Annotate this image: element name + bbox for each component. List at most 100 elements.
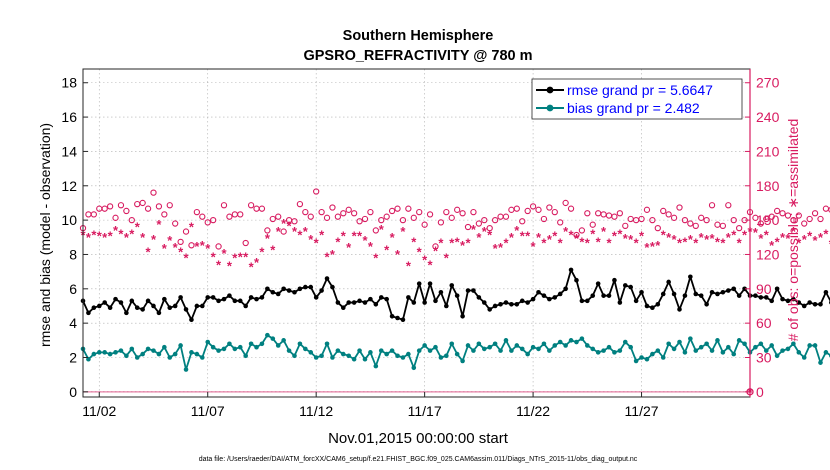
rmse-point: [465, 288, 471, 293]
assimilated-obs-marker: *: [807, 229, 813, 244]
bias-point: [481, 346, 487, 352]
rmse-point: [156, 310, 162, 316]
x-tick-label: 11/02: [82, 403, 116, 419]
rmse-point: [368, 296, 373, 302]
possible-obs-marker: [784, 212, 792, 219]
assimilated-obs-marker: *: [346, 240, 352, 255]
bias-point: [151, 348, 156, 353]
assimilated-obs-marker: *: [205, 241, 211, 256]
bias-point: [140, 351, 145, 357]
bias-point: [492, 341, 498, 347]
possible-obs-marker: [215, 243, 222, 250]
bias-point: [454, 351, 460, 357]
possible-obs-marker: [161, 211, 168, 218]
y-axis-label: rmse and bias (model - observation): [37, 123, 53, 347]
rmse-point: [340, 305, 346, 311]
possible-obs-marker: [405, 205, 412, 212]
rmse-point: [444, 303, 449, 309]
possible-obs-marker: [421, 221, 428, 228]
bias-point: [368, 350, 373, 355]
rmse-point: [796, 300, 802, 305]
assimilated-obs-marker: *: [428, 257, 434, 272]
rmse-point: [286, 288, 292, 293]
legend-rmse-marker: [546, 86, 554, 94]
bias-point: [758, 341, 764, 347]
assimilated-obs-marker: *: [406, 258, 412, 273]
assimilated-obs-marker: *: [102, 230, 108, 245]
rmse-point: [427, 281, 433, 286]
assimilated-obs-marker: *: [796, 236, 802, 251]
bias-point: [585, 343, 590, 348]
bias-point: [601, 348, 606, 353]
assimilated-obs-marker: *: [769, 238, 775, 253]
rmse-point: [536, 289, 541, 295]
assimilated-obs-marker: *: [433, 244, 439, 259]
bias-point: [704, 341, 709, 347]
y-tick-label: 4: [69, 315, 77, 331]
possible-obs-marker: [323, 214, 331, 221]
assimilated-obs-marker: *: [211, 249, 217, 264]
assimilated-obs-marker: *: [514, 223, 520, 238]
rmse-point: [454, 293, 460, 298]
possible-obs-marker: [687, 220, 694, 227]
assimilated-obs-marker: *: [86, 230, 92, 245]
possible-obs-marker: [275, 213, 282, 220]
y2-tick-label: 270: [756, 75, 780, 91]
bias-point: [666, 341, 671, 347]
assimilated-obs-marker: *: [482, 224, 488, 239]
assimilated-obs-marker: *: [281, 216, 287, 231]
rmse-point: [639, 289, 644, 295]
bias-point: [373, 363, 379, 369]
possible-obs-marker: [779, 210, 786, 217]
rmse-point: [162, 296, 167, 302]
assimilated-obs-marker: *: [173, 240, 179, 255]
assimilated-obs-marker: *: [330, 247, 336, 262]
possible-obs-marker: [763, 215, 770, 223]
bias-point: [791, 341, 796, 347]
rmse-point: [205, 295, 211, 300]
y2-tick-label: 60: [756, 315, 772, 331]
assimilated-obs-marker: *: [162, 241, 168, 256]
bias-point: [221, 346, 227, 352]
assimilated-obs-marker: *: [178, 245, 184, 260]
possible-obs-marker: [399, 216, 407, 224]
possible-obs-marker: [388, 207, 396, 215]
rmse-point: [422, 300, 427, 305]
rmse-point: [590, 293, 596, 298]
bias-point: [167, 355, 173, 360]
possible-obs-marker: [166, 202, 173, 209]
rmse-point: [416, 281, 422, 286]
rmse-bias-layer: [80, 267, 830, 372]
possible-obs-marker: [654, 224, 661, 232]
rmse-point: [763, 295, 769, 300]
assimilated-obs-marker: *: [400, 224, 406, 239]
bias-point: [736, 338, 742, 343]
bias-point: [622, 339, 628, 345]
rmse-point: [151, 303, 156, 309]
rmse-point: [519, 298, 525, 304]
rmse-point: [324, 276, 330, 281]
bias-point: [617, 348, 623, 353]
possible-obs-marker: [367, 208, 374, 216]
bias-point: [769, 343, 774, 348]
assimilated-obs-marker: *: [113, 223, 119, 238]
bias-point: [579, 336, 585, 341]
bias-point: [628, 344, 633, 350]
possible-obs-marker: [101, 205, 108, 212]
bias-point: [416, 348, 422, 353]
possible-obs-marker: [296, 200, 304, 208]
rmse-point: [281, 286, 286, 292]
assimilated-obs-marker: *: [623, 231, 629, 246]
assimilated-obs-marker: *: [97, 229, 103, 244]
y-tick-label: 8: [69, 246, 77, 262]
assimilated-obs-marker: *: [612, 229, 618, 244]
assimilated-obs-marker: *: [558, 236, 564, 251]
possible-obs-marker: [318, 208, 325, 216]
assimilated-obs-marker: *: [574, 231, 580, 246]
bias-point: [612, 350, 617, 355]
assimilated-obs-marker: *: [541, 236, 547, 251]
possible-obs-marker: [242, 239, 249, 247]
assimilated-obs-marker: *: [688, 232, 694, 247]
bias-point: [731, 351, 737, 357]
possible-obs-marker: [182, 228, 190, 235]
